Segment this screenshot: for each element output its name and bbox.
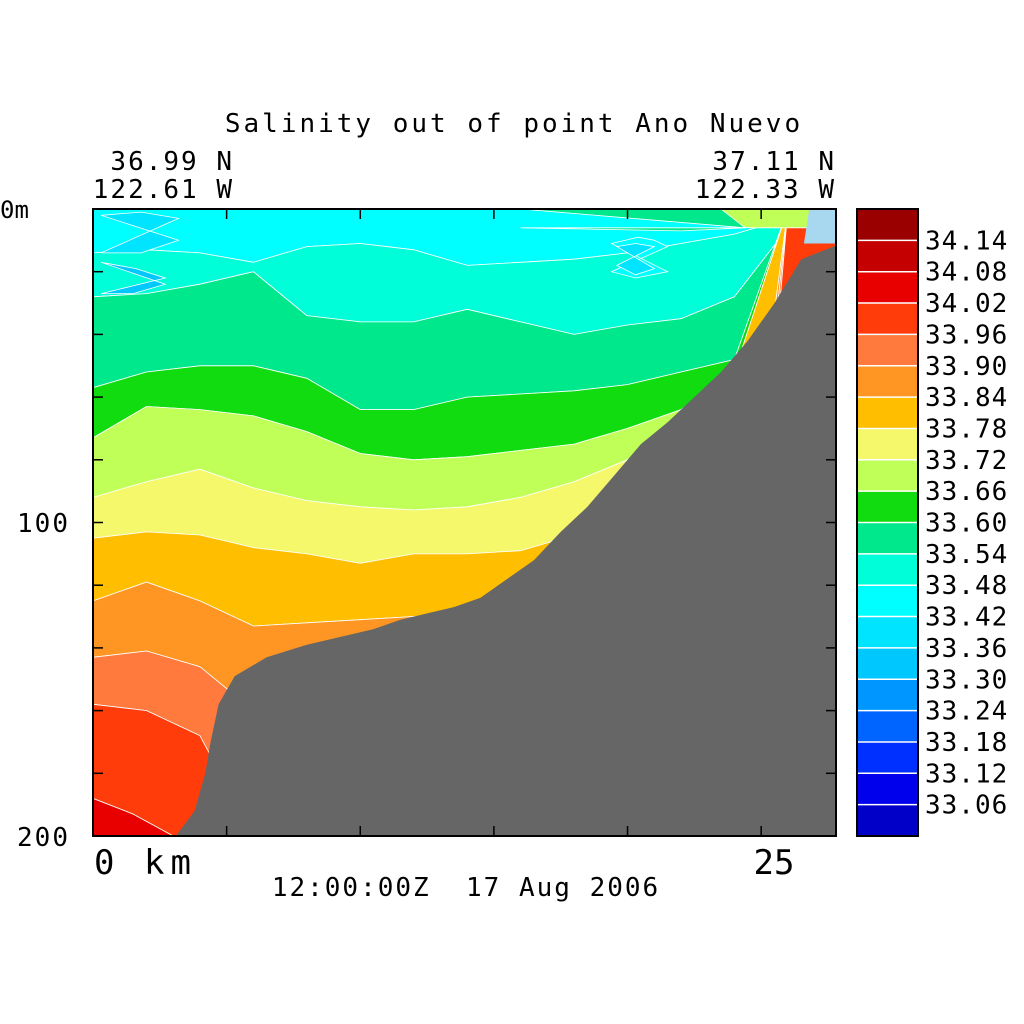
colorbar-swatch-0 (857, 209, 918, 241)
colorbar-swatch-18 (857, 773, 918, 806)
timestamp: 12:00:00Z 17 Aug 2006 (272, 873, 660, 903)
left-corner-lon: 122.61 W (93, 175, 234, 205)
colorbar-label-8: 33.66 (925, 477, 1008, 507)
x-axis-label: km (144, 843, 197, 883)
colorbar-label-0: 34.14 (925, 226, 1008, 256)
colorbar-swatch-17 (857, 741, 918, 774)
colorbar-label-16: 33.18 (925, 728, 1008, 758)
colorbar-label-15: 33.24 (925, 697, 1008, 727)
colorbar-swatch-6 (857, 397, 918, 429)
colorbar-label-14: 33.30 (925, 665, 1008, 695)
colorbar: 34.1434.0834.0233.9633.9033.8433.7833.72… (856, 208, 1008, 837)
y-tick-label-0: 0m (0, 196, 29, 224)
right-corner-lat: 37.11 N (712, 147, 836, 177)
plot-area (92, 208, 837, 837)
chart-title: Salinity out of point Ano Nuevo (225, 109, 803, 139)
x-tick-label-25: 25 (754, 843, 795, 883)
surface-strip (803, 209, 836, 244)
salinity-band-16 (520, 209, 747, 232)
colorbar-swatch-4 (857, 334, 918, 367)
colorbar-swatch-1 (857, 240, 918, 273)
colorbar-label-10: 33.54 (925, 540, 1008, 570)
colorbar-swatch-12 (857, 585, 918, 618)
colorbar-label-12: 33.42 (925, 603, 1008, 633)
salinity-band-15 (615, 243, 656, 276)
colorbar-swatch-10 (857, 522, 918, 555)
colorbar-label-2: 34.02 (925, 289, 1008, 319)
colorbar-swatch-8 (857, 459, 918, 492)
colorbar-swatch-13 (857, 616, 918, 649)
seafloor-mask (175, 245, 836, 836)
colorbar-label-9: 33.60 (925, 509, 1008, 539)
colorbar-swatch-15 (857, 679, 918, 712)
colorbar-label-18: 33.06 (925, 791, 1008, 821)
salinity-band-12 (100, 211, 180, 254)
colorbar-frame (856, 208, 919, 837)
colorbar-swatch-9 (857, 491, 918, 523)
colorbar-label-4: 33.90 (925, 352, 1008, 382)
colorbar-swatch-14 (857, 647, 918, 680)
colorbar-swatch-2 (857, 271, 918, 304)
left-corner-lat: 36.99 N (110, 147, 234, 177)
right-corner-lon: 122.33 W (695, 175, 836, 205)
colorbar-label-13: 33.36 (925, 634, 1008, 664)
y-tick-label-200: 200 (17, 823, 70, 853)
colorbar-label-1: 34.08 (925, 258, 1008, 288)
colorbar-swatch-3 (857, 303, 918, 335)
colorbar-label-3: 33.96 (925, 320, 1008, 350)
colorbar-label-11: 33.48 (925, 571, 1008, 601)
colorbar-swatch-5 (857, 365, 918, 398)
colorbar-swatch-7 (857, 428, 918, 461)
colorbar-swatch-16 (857, 710, 918, 743)
salinity-band-10 (93, 797, 836, 836)
colorbar-label-6: 33.78 (925, 415, 1008, 445)
colorbar-label-7: 33.72 (925, 446, 1008, 476)
colorbar-swatch-19 (857, 804, 918, 837)
y-tick-label-100: 100 (17, 509, 70, 539)
salinity-band-13 (100, 261, 167, 294)
colorbar-label-5: 33.84 (925, 383, 1008, 413)
colorbar-swatch-11 (857, 553, 918, 586)
colorbar-label-17: 33.12 (925, 759, 1008, 789)
x-tick-label-0: 0 (94, 843, 114, 883)
